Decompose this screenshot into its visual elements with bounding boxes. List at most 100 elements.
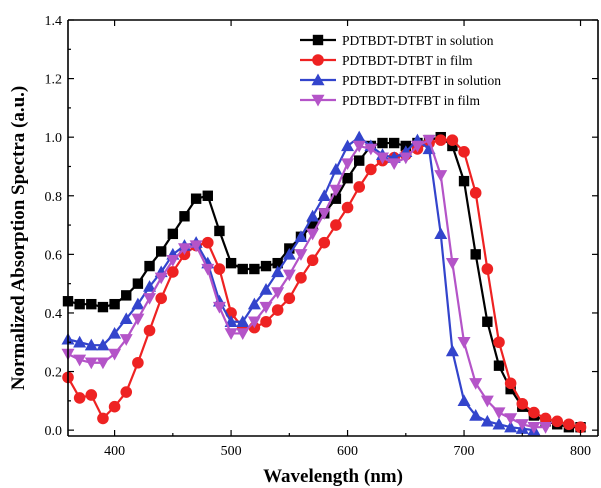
data-point: [294, 230, 308, 242]
data-point: [482, 316, 493, 327]
data-point: [237, 263, 248, 275]
data-point: [119, 312, 133, 325]
series-layer: [61, 130, 587, 436]
data-point: [84, 357, 98, 370]
data-point: [445, 257, 459, 270]
data-point: [73, 354, 87, 367]
data-point: [109, 298, 120, 310]
y-tick-label: 0.6: [45, 248, 63, 263]
data-point: [282, 247, 296, 260]
data-point: [505, 383, 516, 395]
y-tick-label: 0.4: [45, 307, 63, 322]
axes-layer: 400 500 600 700 800 0.0 0.2 0.4 0.6 0.8 1.0 1.2 1.4: [45, 14, 599, 459]
legend-marker: [312, 34, 324, 46]
data-point: [131, 297, 145, 310]
data-point: [306, 209, 320, 222]
data-point: [317, 189, 331, 201]
data-point: [341, 158, 355, 171]
data-point: [189, 240, 203, 253]
series-line: [67, 138, 546, 429]
data-point: [493, 336, 505, 349]
data-point: [247, 297, 261, 310]
data-point: [446, 134, 459, 146]
data-point: [341, 139, 355, 152]
y-tick-label: 0.0: [45, 424, 63, 439]
data-point: [492, 417, 506, 430]
data-point: [143, 324, 156, 337]
data-point: [260, 315, 272, 328]
data-point: [364, 143, 378, 156]
data-point: [376, 152, 390, 165]
data-point: [457, 394, 471, 407]
data-point: [131, 313, 145, 326]
legend-label: PDTBDT-DTFBT in solution: [342, 73, 501, 88]
data-point: [121, 290, 132, 301]
data-point: [447, 140, 458, 152]
legend-entry-1: PDTBDT-DTBT in solution: [300, 33, 494, 48]
series-4: [61, 134, 553, 434]
data-point: [96, 338, 110, 351]
legend-entry-2: PDTBDT-DTBT in film: [300, 53, 473, 68]
data-point: [225, 257, 237, 269]
data-point: [330, 219, 342, 231]
data-point: [259, 283, 273, 295]
data-point: [387, 158, 401, 171]
data-point: [318, 236, 331, 249]
data-point: [515, 419, 529, 431]
data-point: [108, 348, 122, 361]
data-point: [563, 418, 575, 431]
data-point: [377, 137, 388, 149]
data-point: [283, 292, 296, 305]
data-point: [271, 265, 285, 278]
data-point: [295, 272, 307, 284]
data-point: [177, 243, 191, 256]
x-tick-label: 500: [221, 444, 242, 459]
data-point: [97, 412, 109, 425]
data-point: [282, 269, 296, 282]
data-point: [527, 422, 541, 434]
data-point: [236, 328, 250, 340]
data-point: [352, 130, 366, 143]
data-point: [458, 146, 470, 158]
data-point: [470, 249, 481, 260]
data-point: [271, 287, 285, 299]
y-tick-label: 0.8: [45, 190, 63, 205]
data-point: [434, 134, 447, 146]
data-point: [154, 272, 168, 285]
data-point: [202, 190, 213, 201]
data-point: [307, 219, 318, 231]
data-point: [84, 338, 98, 351]
legend-marker: [312, 54, 324, 66]
data-point: [481, 263, 494, 275]
data-point: [272, 257, 283, 269]
legend-label: PDTBDT-DTBT in solution: [342, 33, 494, 48]
data-point: [353, 181, 366, 193]
data-point: [469, 408, 483, 421]
y-axis-title: Normalized Absorption Spectra (a.u.): [8, 86, 29, 391]
legend-entry-4: PDTBDT-DTFBT in film: [300, 93, 481, 108]
data-point: [504, 377, 517, 390]
data-point: [213, 263, 226, 275]
data-point: [132, 278, 144, 289]
legend-marker: [311, 94, 325, 107]
data-point: [551, 415, 564, 428]
data-point: [306, 228, 320, 241]
data-point: [306, 254, 319, 267]
data-point: [144, 260, 155, 272]
data-point: [365, 163, 377, 176]
data-point: [214, 225, 225, 237]
data-point: [399, 152, 413, 165]
y-tick-label: 1.2: [45, 73, 63, 88]
data-point: [329, 162, 343, 175]
data-point: [352, 140, 366, 153]
data-point: [201, 236, 214, 249]
data-point: [492, 407, 506, 420]
x-tick-label: 800: [570, 444, 591, 459]
data-point: [493, 360, 505, 371]
data-point: [143, 280, 157, 292]
data-point: [528, 406, 540, 419]
series-line: [67, 135, 581, 429]
data-point: [422, 134, 436, 147]
data-point: [388, 137, 400, 149]
